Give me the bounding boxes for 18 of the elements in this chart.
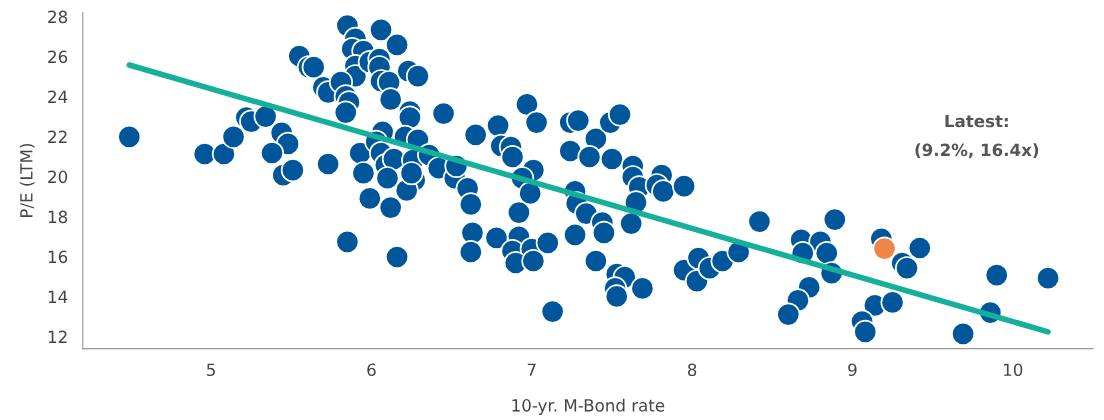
x-tick-label: 6: [367, 363, 376, 377]
x-tick-label: 10: [1004, 363, 1023, 377]
y-tick-label: 20: [48, 170, 68, 184]
x-axis-title: 10-yr. M-Bond rate: [512, 398, 665, 415]
y-axis-title: P/E (LTM): [19, 144, 35, 217]
y-tick-label: 12: [48, 330, 67, 343]
x-tick-label: 8: [687, 363, 697, 377]
y-tick-label: 16: [48, 250, 68, 264]
annotation: Latest: (9.2%, 16.4x): [915, 114, 1039, 159]
y-tick-label: 22: [48, 130, 67, 143]
y-tick-label: 24: [48, 90, 68, 103]
y-tick-label: 28: [48, 10, 68, 24]
x-tick-label: 5: [207, 363, 215, 377]
x-tick-label: 7: [527, 363, 536, 376]
x-tick-label: 9: [848, 363, 857, 377]
y-tick-label: 18: [48, 210, 68, 224]
y-tick-label: 26: [48, 50, 68, 64]
y-tick-label: 14: [48, 290, 68, 303]
